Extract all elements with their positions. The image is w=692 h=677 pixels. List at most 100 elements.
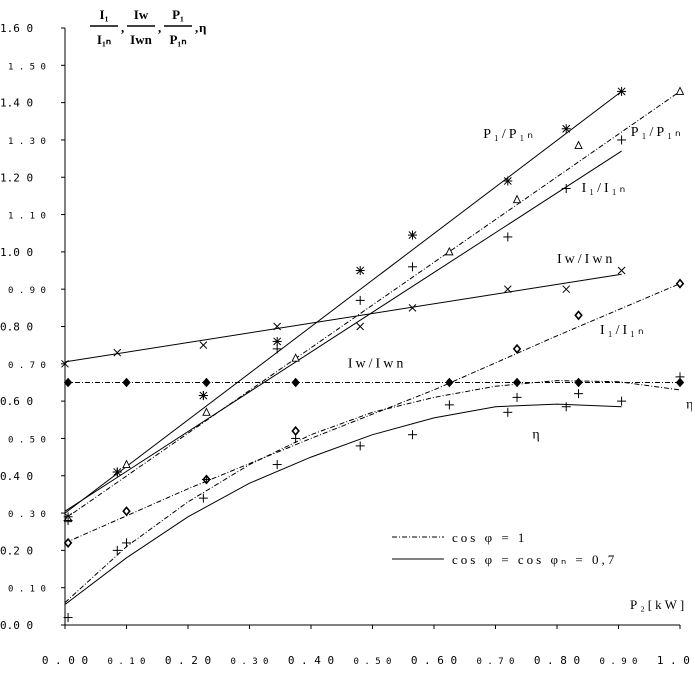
y-tick-label: 0.2 0 bbox=[0, 544, 33, 557]
curve-labels: P₁/P₁ₙ P₁/P₁ₙ I₁/I₁ₙ Iw/Iwn I₁/I₁ₙ Iw/Iwn η η bbox=[348, 125, 692, 442]
x-tick-label: 0 . 7 0 bbox=[477, 657, 515, 667]
legend-text: cos φ = 1 bbox=[452, 530, 527, 545]
data-point bbox=[202, 377, 211, 388]
data-point bbox=[355, 441, 365, 451]
data-point bbox=[291, 377, 300, 388]
data-point bbox=[202, 407, 211, 416]
data-point bbox=[112, 545, 122, 555]
data-point bbox=[122, 538, 131, 548]
curve-label: I₁/I₁ₙ bbox=[600, 323, 647, 338]
data-point bbox=[113, 348, 122, 357]
x-tick-label: 0 . 1 0 bbox=[108, 657, 146, 667]
y-tick-labels: 0.0 0 0 . 1 0 0.2 0 0 . 3 0 0.4 0 0 . 5 0 0.6 … bbox=[0, 22, 46, 632]
y-tick-label: 0 . 9 0 bbox=[8, 286, 46, 296]
header-numerator: P₁ bbox=[172, 7, 184, 22]
data-point bbox=[61, 359, 69, 368]
data-point bbox=[503, 232, 513, 242]
data-point bbox=[122, 506, 131, 517]
data-point bbox=[408, 303, 417, 312]
data-point bbox=[617, 266, 626, 275]
header-comma: , bbox=[158, 20, 161, 35]
curve-label: P₁/P₁ₙ bbox=[631, 125, 684, 140]
data-point bbox=[112, 467, 122, 477]
data-point bbox=[63, 377, 73, 388]
fit-line bbox=[64, 273, 622, 363]
header-numerator: Iw bbox=[134, 7, 149, 22]
x-tick-label: 0 . 4 0 bbox=[288, 654, 334, 667]
data-point bbox=[273, 322, 282, 331]
curve-label: Iw/Iwn bbox=[557, 252, 615, 267]
curve-label: η bbox=[686, 398, 692, 413]
data-point bbox=[503, 407, 513, 417]
fit-line bbox=[64, 403, 622, 605]
data-point bbox=[272, 460, 282, 470]
x-tick-label: 0 . 8 0 bbox=[534, 654, 580, 667]
x-tick-label: 0 . 2 0 bbox=[165, 654, 211, 667]
x-tick-label: 0 . 5 0 bbox=[354, 657, 392, 667]
data-point bbox=[675, 86, 685, 95]
data-point bbox=[617, 396, 627, 406]
x-tick-label: 1 . 0 0 bbox=[657, 654, 692, 667]
fit-line bbox=[64, 150, 622, 512]
y-tick-label: 1.4 0 bbox=[0, 97, 33, 110]
data-point bbox=[574, 140, 583, 149]
data-point bbox=[561, 402, 571, 412]
data-point bbox=[675, 372, 685, 382]
header-denominator: P₁ₙ bbox=[169, 32, 186, 47]
data-point bbox=[407, 262, 417, 272]
axes bbox=[61, 27, 681, 629]
data-point bbox=[562, 285, 571, 294]
data-point bbox=[503, 176, 513, 186]
data-point bbox=[355, 266, 365, 276]
header-denominator: I₁ₙ bbox=[97, 32, 111, 47]
data-point bbox=[291, 353, 300, 362]
header-denominator: Iwn bbox=[130, 32, 152, 47]
data-point bbox=[63, 516, 73, 526]
y-tick-label: 0.0 0 bbox=[0, 619, 33, 632]
data-point bbox=[291, 433, 301, 443]
legend-text: cos φ = cos φₙ = 0,7 bbox=[452, 552, 617, 567]
y-tick-label: 1.0 0 bbox=[0, 246, 33, 259]
data-markers bbox=[61, 86, 685, 623]
data-point bbox=[291, 425, 300, 437]
data-point bbox=[512, 343, 522, 354]
x-axis-title: P₂[kW] bbox=[630, 597, 687, 612]
data-point bbox=[199, 341, 208, 350]
y-tick-label: 0 . 7 0 bbox=[8, 361, 46, 371]
header-numerator: I₁ bbox=[100, 7, 109, 22]
y-tick-label: 1 . 5 0 bbox=[8, 62, 46, 72]
y-tick-label: 0.8 0 bbox=[0, 321, 33, 334]
data-point bbox=[445, 377, 454, 388]
data-point bbox=[675, 278, 685, 289]
data-point bbox=[272, 344, 282, 354]
data-point bbox=[617, 135, 627, 145]
x-tick-labels: 0 . 0 0 0 . 1 0 0 . 2 0 0 . 3 0 0 . 4 0 0 . 5… bbox=[42, 654, 692, 667]
data-point bbox=[617, 86, 627, 96]
header-eta: η bbox=[199, 20, 206, 35]
y-tick-label: 0.6 0 bbox=[0, 395, 33, 408]
data-point bbox=[407, 430, 417, 440]
fit-line bbox=[64, 90, 681, 520]
y-tick-label: 0.4 0 bbox=[0, 470, 33, 483]
data-point bbox=[201, 474, 211, 484]
y-tick-label: 0 . 3 0 bbox=[8, 510, 46, 520]
curve-label: P₁/P₁ₙ bbox=[483, 127, 536, 142]
y-tick-label: 1.6 0 bbox=[0, 22, 33, 35]
data-point bbox=[445, 246, 454, 256]
header-comma: , bbox=[121, 20, 124, 35]
data-point bbox=[198, 391, 208, 401]
data-point bbox=[356, 322, 365, 331]
x-tick-label: 0 . 3 0 bbox=[231, 657, 269, 667]
curve-label: η bbox=[532, 427, 542, 442]
y-tick-label: 0 . 5 0 bbox=[8, 435, 46, 445]
fit-line bbox=[64, 283, 681, 544]
data-point bbox=[122, 459, 131, 469]
data-point bbox=[198, 493, 208, 503]
data-point bbox=[512, 392, 522, 402]
data-point bbox=[122, 377, 131, 388]
y-tick-label: 1 . 3 0 bbox=[8, 137, 46, 147]
curve-label: I₁/I₁ₙ bbox=[582, 181, 629, 196]
legend: cos φ = 1 cos φ = cos φₙ = 0,7 bbox=[392, 530, 617, 567]
data-point bbox=[63, 613, 73, 623]
